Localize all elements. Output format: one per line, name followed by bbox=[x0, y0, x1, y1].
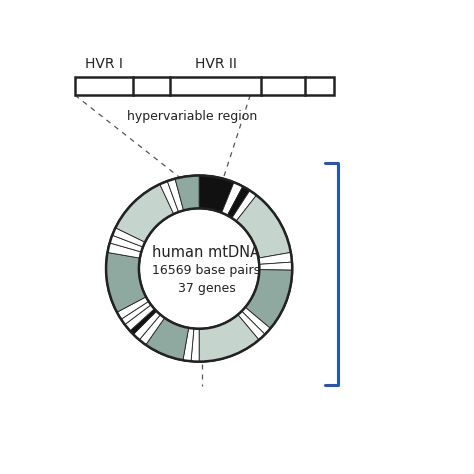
Wedge shape bbox=[125, 305, 155, 331]
Wedge shape bbox=[108, 243, 141, 258]
Wedge shape bbox=[236, 195, 291, 258]
Wedge shape bbox=[238, 311, 265, 340]
Wedge shape bbox=[116, 184, 173, 242]
Wedge shape bbox=[183, 328, 194, 361]
Text: human mtDNA: human mtDNA bbox=[152, 245, 261, 260]
Wedge shape bbox=[146, 318, 189, 360]
Wedge shape bbox=[106, 253, 146, 312]
Wedge shape bbox=[259, 262, 292, 270]
Wedge shape bbox=[112, 228, 145, 247]
Wedge shape bbox=[133, 311, 160, 340]
Wedge shape bbox=[199, 175, 234, 213]
Text: hypervariable region: hypervariable region bbox=[127, 110, 257, 123]
Bar bbox=[75, 77, 334, 95]
Wedge shape bbox=[175, 175, 199, 210]
Text: HVR II: HVR II bbox=[195, 57, 237, 72]
Wedge shape bbox=[160, 181, 179, 214]
Text: HVR I: HVR I bbox=[85, 57, 123, 72]
Wedge shape bbox=[117, 297, 149, 319]
Text: 16569 base pairs: 16569 base pairs bbox=[152, 264, 261, 277]
Wedge shape bbox=[222, 182, 243, 215]
Wedge shape bbox=[258, 253, 292, 264]
Wedge shape bbox=[245, 270, 292, 328]
Wedge shape bbox=[191, 328, 199, 362]
Wedge shape bbox=[228, 186, 250, 218]
Wedge shape bbox=[232, 191, 256, 221]
Wedge shape bbox=[167, 179, 183, 212]
Wedge shape bbox=[130, 309, 156, 334]
Wedge shape bbox=[106, 175, 292, 362]
Wedge shape bbox=[109, 235, 143, 252]
Wedge shape bbox=[139, 315, 164, 345]
Wedge shape bbox=[242, 307, 271, 334]
Wedge shape bbox=[121, 301, 151, 325]
Wedge shape bbox=[199, 315, 259, 362]
Text: 37 genes: 37 genes bbox=[178, 282, 235, 295]
